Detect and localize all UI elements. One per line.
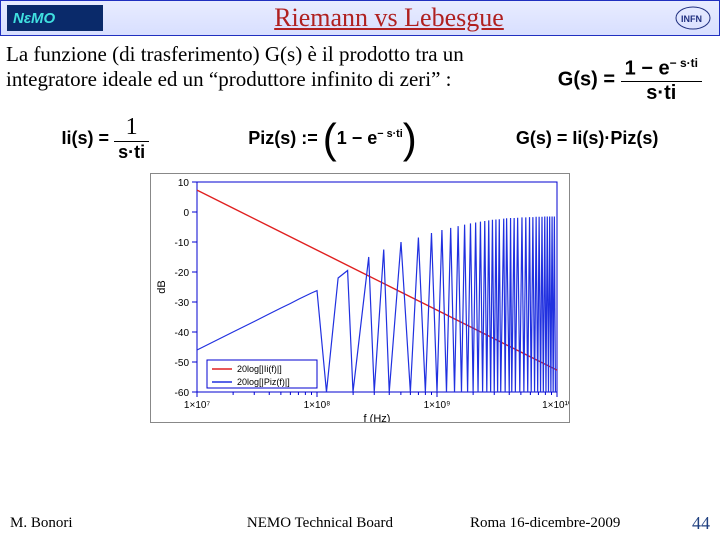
bode-chart: -60 -50 -40 -30 -20 -10 0 10 1×10⁷ 1×10⁸ 1×10⁹ 1×10… [0,173,720,423]
equation-row: Ii(s) = 1 s·ti Piz(s) := ( 1 − e− s·ti )… [0,114,720,163]
svg-text:20log[|Ii(f)|]: 20log[|Ii(f)|] [237,364,282,374]
svg-text:-50: -50 [175,358,190,369]
nemo-logo: NεMO [5,3,105,33]
svg-text:-20: -20 [175,268,190,279]
eq-piz: Piz(s) := ( 1 − e− s·ti ) [248,122,417,156]
formula-gs: G(s) = 1 − e− s·ti s·ti [558,56,702,105]
svg-text:1×10⁸: 1×10⁸ [304,400,331,411]
gs-lhs: G(s) = [558,69,615,91]
svg-text:20log[|Piz(f)|]: 20log[|Piz(f)|] [237,377,290,387]
svg-text:INFN: INFN [681,14,702,24]
slide-footer: M. Bonori NEMO Technical Board Roma 16-d… [0,513,720,534]
svg-text:-40: -40 [175,328,190,339]
infn-logo: INFN [673,3,713,33]
svg-text:NεMO: NεMO [13,10,56,27]
eq-ii: Ii(s) = 1 s·ti [62,114,150,163]
svg-text:1×10⁷: 1×10⁷ [184,400,211,411]
eq-gprod: G(s) = Ii(s)·Piz(s) [516,128,659,149]
svg-text:f (Hz): f (Hz) [364,413,391,423]
slide-header: NεMO Riemann vs Lebesgue INFN [0,0,720,36]
footer-board: NEMO Technical Board [170,515,470,532]
slide-title: Riemann vs Lebesgue [105,3,673,33]
footer-date: Roma 16-dicembre-2009 [470,515,670,532]
footer-page: 44 [670,513,710,534]
footer-author: M. Bonori [10,515,170,532]
intro-text: La funzione (di trasferimento) G(s) è il… [0,36,500,92]
svg-text:1×10¹⁰: 1×10¹⁰ [542,400,570,411]
svg-text:dB: dB [156,281,168,294]
svg-text:-10: -10 [175,238,190,249]
svg-text:-60: -60 [175,388,190,399]
svg-text:10: 10 [178,178,190,189]
svg-text:1×10⁹: 1×10⁹ [424,400,451,411]
svg-text:0: 0 [183,208,189,219]
svg-text:-30: -30 [175,298,190,309]
